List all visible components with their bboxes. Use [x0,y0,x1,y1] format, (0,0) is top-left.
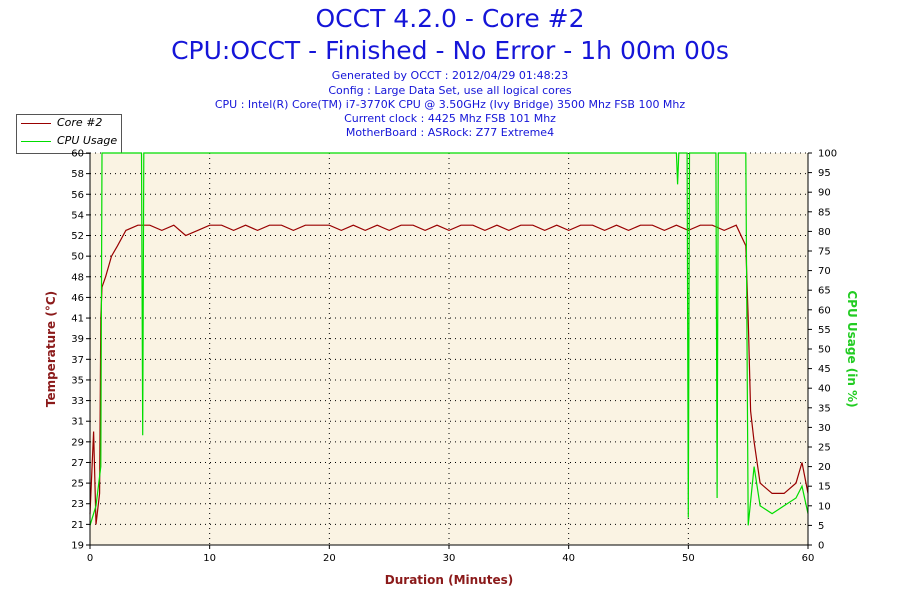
y-tick-label-right: 85 [818,207,831,218]
y-tick-label-right: 90 [818,188,831,199]
y-tick-label-right: 20 [818,462,831,473]
y-tick-label-right: 100 [818,149,837,160]
y-tick-label-left: 50 [71,252,84,263]
chart-title: OCCT 4.2.0 - Core #2 [315,4,585,33]
legend-swatch-core2 [21,123,51,124]
x-axis-title: Duration (Minutes) [385,573,513,587]
info-motherboard: MotherBoard : ASRock: Z77 Extreme4 [345,126,555,139]
y-tick-label-left: 39 [71,334,84,345]
y-tick-label-right: 5 [818,521,824,532]
legend-item-cpu-usage: CPU Usage [17,133,121,151]
chart-legend: Core #2 CPU Usage [16,114,122,154]
legend-swatch-cpu-usage [21,141,51,142]
y-tick-label-right: 10 [818,501,831,512]
info-config: Config : Large Data Set, use all logical… [328,84,572,97]
x-tick-label: 0 [87,553,93,564]
y-tick-label-left: 25 [71,479,84,490]
legend-label-core2: Core #2 [57,116,103,129]
x-tick-label: 60 [802,553,815,564]
x-tick-label: 10 [203,553,216,564]
y-tick-label-left: 23 [71,499,84,510]
series-cpu-usage-line [89,152,809,526]
y-tick-label-right: 80 [818,227,831,238]
x-tick-label: 30 [443,553,456,564]
y-tick-label-right: 25 [818,443,831,454]
y-tick-label-left: 58 [71,169,84,180]
y-tick-label-left: 37 [71,355,84,366]
y-tick-label-right: 35 [818,403,831,414]
y-tick-label-left: 33 [71,396,84,407]
y-tick-label-left: 54 [71,210,84,221]
y-tick-label-right: 75 [818,247,831,258]
y-tick-label-left: 46 [71,293,84,304]
x-tick-label: 50 [682,553,695,564]
y-tick-label-right: 50 [818,345,831,356]
y-tick-label-right: 65 [818,286,831,297]
y-tick-label-left: 19 [71,541,84,552]
x-tick-label: 40 [562,553,575,564]
y-tick-label-left: 60 [71,149,84,160]
info-generated: Generated by OCCT : 2012/04/29 01:48:23 [331,69,569,82]
x-tick-label: 20 [323,553,336,564]
y-tick-label-left: 52 [71,231,84,242]
y-tick-label-right: 30 [818,423,831,434]
legend-label-cpu-usage: CPU Usage [57,134,118,147]
legend-item-core2: Core #2 [17,115,121,133]
y-tick-label-left: 27 [71,458,84,469]
y-tick-label-right: 45 [818,364,831,375]
info-cpu: CPU : Intel(R) Core(TM) i7-3770K CPU @ 3… [214,98,686,111]
y-tick-label-left: 31 [71,417,84,428]
y-tick-label-left: 21 [71,520,84,531]
y-tick-label-right: 55 [818,325,831,336]
info-current-clock: Current clock : 4425 Mhz FSB 101 Mhz [344,112,556,125]
chart-subtitle: CPU:OCCT - Finished - No Error - 1h 00m … [171,36,729,65]
y-tick-label-left: 41 [71,314,84,325]
y-axis-title-right: CPU Usage (in %) [845,290,859,407]
y-tick-label-left: 48 [71,272,84,283]
y-tick-label-right: 40 [818,384,831,395]
y-tick-label-left: 35 [71,375,84,386]
y-tick-label-right: 95 [818,168,831,179]
y-tick-label-right: 0 [818,541,824,552]
y-tick-label-right: 70 [818,266,831,277]
y-tick-label-right: 15 [818,482,831,493]
y-tick-label-left: 56 [71,190,84,201]
y-tick-label-left: 29 [71,437,84,448]
y-tick-label-right: 60 [818,305,831,316]
y-axis-title-left: Temperature (°C) [44,291,58,407]
